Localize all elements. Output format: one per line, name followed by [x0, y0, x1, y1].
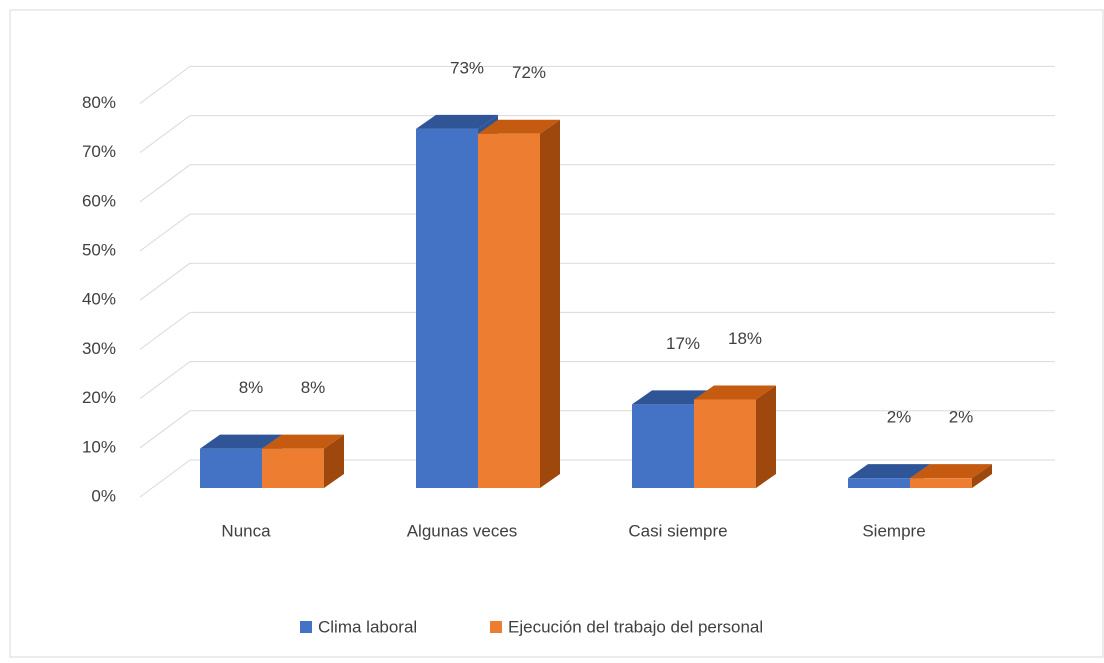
bar-side — [756, 385, 776, 488]
bar — [848, 478, 910, 488]
data-label: 8% — [239, 378, 264, 397]
y-tick-label: 30% — [82, 339, 116, 358]
bar — [262, 448, 324, 488]
data-label: 8% — [301, 378, 326, 397]
bar-side — [972, 464, 992, 488]
grid-line-side — [139, 459, 191, 498]
bar-top — [694, 385, 776, 400]
grid-line-side — [139, 213, 191, 252]
y-tick-label: 60% — [82, 191, 116, 210]
bar — [694, 399, 756, 488]
y-tick-label: 20% — [82, 388, 116, 407]
grid-line-side — [139, 164, 191, 203]
legend-swatch — [490, 621, 502, 633]
y-tick-label: 80% — [82, 93, 116, 112]
y-tick-label: 0% — [91, 486, 116, 505]
bar-top — [632, 390, 714, 405]
bar-top — [262, 434, 344, 449]
bar — [632, 404, 694, 488]
data-label: 72% — [512, 63, 546, 82]
y-tick-label: 70% — [82, 142, 116, 161]
data-label: 18% — [728, 329, 762, 348]
x-tick-label: Siempre — [862, 521, 925, 540]
grid-line-side — [139, 65, 191, 104]
y-tick-label: 10% — [82, 437, 116, 456]
legend-label: Ejecución del trabajo del personal — [508, 617, 763, 636]
bar — [478, 133, 540, 488]
data-label: 73% — [450, 58, 484, 77]
y-tick-label: 50% — [82, 240, 116, 259]
legend-swatch — [300, 621, 312, 633]
bar-top — [200, 434, 282, 449]
y-tick-label: 40% — [82, 290, 116, 309]
x-tick-label: Algunas veces — [407, 521, 518, 540]
bar-top — [910, 464, 992, 479]
grid-line-side — [139, 361, 191, 400]
grid-line-side — [139, 311, 191, 350]
data-label: 17% — [666, 334, 700, 353]
x-tick-label: Casi siempre — [628, 521, 727, 540]
legend-label: Clima laboral — [318, 617, 417, 636]
grid-line-side — [139, 262, 191, 301]
grid-line-side — [139, 115, 191, 154]
bar-top — [416, 114, 498, 129]
x-tick-label: Nunca — [221, 521, 271, 540]
bar-side — [540, 119, 560, 488]
bar-top — [478, 119, 560, 134]
data-label: 2% — [949, 408, 974, 427]
bar-side — [324, 434, 344, 488]
bar — [910, 478, 972, 488]
data-label: 2% — [887, 408, 912, 427]
bar — [416, 128, 478, 488]
grid-line-side — [139, 410, 191, 449]
bar-top — [848, 464, 930, 479]
bar — [200, 448, 262, 488]
